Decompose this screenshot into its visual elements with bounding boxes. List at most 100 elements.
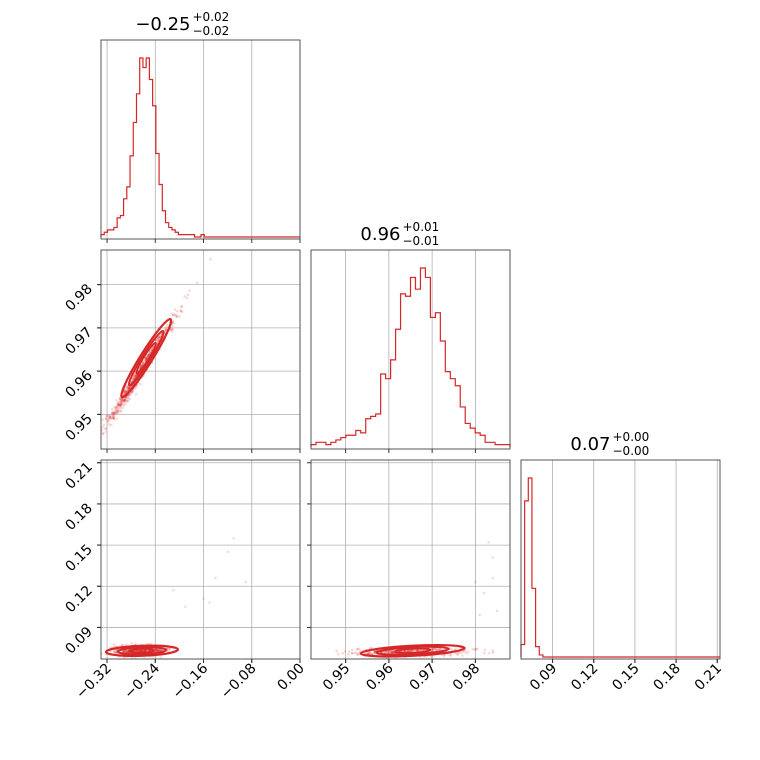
scatter-point (125, 389, 128, 393)
scatter-point (111, 416, 115, 419)
scatter-point (157, 335, 161, 339)
scatter-point (366, 652, 369, 656)
scatter-point (455, 652, 459, 655)
scatter-point (108, 415, 112, 419)
scatter-point (209, 258, 212, 261)
scatter-point (116, 406, 119, 409)
x-tick-label: −0.24 (121, 660, 163, 702)
scatter-point (127, 393, 131, 397)
scatter-point (461, 654, 464, 657)
scatter-point (157, 649, 161, 652)
contour-outer (359, 643, 466, 658)
scatter-point (157, 648, 160, 651)
scatter-point (110, 411, 114, 415)
scatter-point (409, 649, 413, 652)
scatter-point (368, 651, 371, 655)
scatter-p0-p2-frame (100, 459, 301, 660)
scatter-point (122, 650, 125, 653)
scatter-point (483, 648, 487, 652)
scatter-point (115, 411, 118, 414)
scatter-point (122, 399, 126, 403)
scatter-point (127, 386, 131, 390)
scatter-point (179, 309, 183, 313)
scatter-point (387, 650, 390, 654)
histogram-panel-0: −0.25 +0.02−0.02 (100, 10, 301, 243)
scatter-point (465, 651, 468, 655)
scatter-point (341, 652, 344, 655)
scatter-point (102, 432, 105, 435)
scatter-point (171, 313, 175, 317)
scatter-point (350, 648, 354, 652)
scatter-point (347, 650, 351, 653)
scatter-point (186, 293, 190, 297)
scatter-point (126, 649, 130, 653)
scatter-point (383, 650, 387, 654)
scatter-point (114, 409, 117, 413)
scatter-point (406, 650, 410, 653)
scatter-point (112, 649, 116, 653)
scatter-point (367, 651, 370, 655)
scatter-point (170, 328, 173, 332)
scatter-point (114, 650, 118, 654)
scatter-point (108, 415, 112, 418)
scatter-point (121, 406, 124, 410)
scatter-point (145, 354, 149, 358)
scatter-points (101, 537, 247, 659)
scatter-point (116, 401, 120, 405)
scatter-point (438, 647, 442, 651)
scatter-point (122, 399, 125, 403)
scatter-point (390, 651, 394, 654)
scatter-point (471, 647, 475, 651)
scatter-point (114, 648, 118, 652)
scatter-point (412, 649, 415, 653)
scatter-point (373, 651, 377, 654)
scatter-point (125, 650, 129, 654)
scatter-point (113, 413, 116, 417)
x-tick-label: 0.96 (363, 660, 396, 693)
scatter-point (139, 364, 143, 367)
scatter-point (120, 644, 124, 647)
scatter-point (373, 652, 377, 655)
scatter-point (115, 406, 118, 409)
axis-tick-labels: −0.32 −0.24 −0.16 −0.08 0.00 0.95 0.96 0.97 0.98… (62, 281, 483, 702)
contour-inner (135, 342, 157, 375)
scatter-point (149, 349, 152, 353)
scatter-point (105, 414, 108, 418)
scatter-point (157, 336, 161, 340)
x-tick-label: 0.15 (609, 661, 642, 694)
scatter-point (123, 398, 127, 401)
scatter-point (413, 649, 416, 653)
scatter-point (473, 648, 477, 652)
scatter-point (116, 409, 119, 412)
scatter-point (143, 649, 147, 653)
scatter-point (158, 649, 162, 652)
scatter-point (132, 376, 135, 380)
scatter-point (135, 373, 139, 377)
scatter-point (123, 649, 127, 653)
scatter-point (112, 411, 116, 414)
scatter-point (148, 350, 152, 354)
scatter-point (434, 647, 437, 650)
contour-mid (127, 329, 165, 387)
scatter-point (144, 358, 148, 362)
scatter-point (126, 650, 129, 654)
scatter-point (150, 347, 154, 351)
scatter-point (156, 649, 159, 652)
scatter-point (97, 438, 100, 441)
scatter-point (391, 651, 395, 654)
scatter-point (356, 647, 360, 650)
scatter-outlier (184, 605, 187, 609)
scatter-point (138, 649, 142, 653)
scatter-point (121, 401, 125, 405)
scatter-point (123, 392, 126, 395)
x-tick-label: 0.12 (568, 661, 601, 694)
scatter-point (372, 652, 375, 656)
scatter-point (146, 353, 150, 357)
scatter-point (415, 649, 419, 653)
scatter-p1-p2 (307, 459, 511, 663)
scatter-point (347, 653, 350, 656)
scatter-point (171, 321, 175, 325)
scatter-point (157, 649, 160, 652)
scatter-point (120, 403, 124, 407)
histogram-panel-1: 0.96 +0.01−0.01 (310, 220, 511, 453)
